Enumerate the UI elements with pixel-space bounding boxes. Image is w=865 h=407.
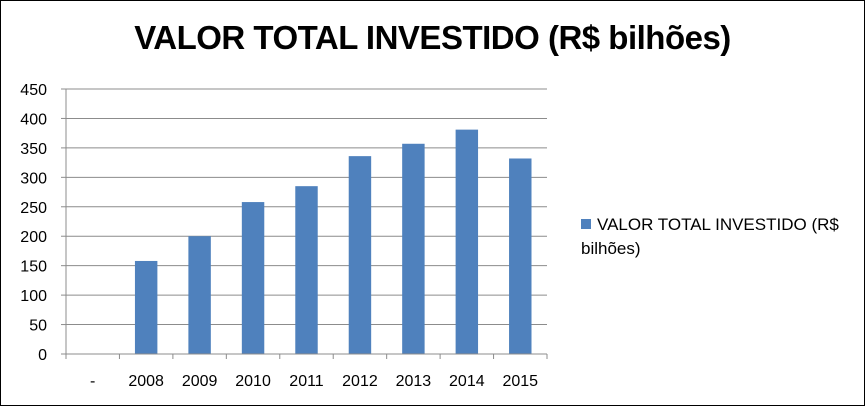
y-tick-label: 350: [20, 141, 47, 158]
x-tick-label: 2012: [342, 373, 378, 390]
bar: [348, 156, 372, 354]
legend-label: VALOR TOTAL INVESTIDO (R$ bilhões): [581, 215, 839, 258]
bars: [134, 129, 532, 354]
x-tick-label: -: [90, 373, 95, 390]
y-tick-label: 100: [20, 288, 47, 305]
x-tick-label: 2008: [128, 373, 164, 390]
bar: [241, 202, 265, 354]
x-tick-label: 2011: [289, 373, 324, 390]
axes: [65, 89, 548, 359]
legend: VALOR TOTAL INVESTIDO (R$ bilhões): [581, 213, 851, 261]
y-tick-label: 0: [38, 347, 47, 364]
bar: [455, 129, 479, 354]
chart-title: VALOR TOTAL INVESTIDO (R$ bilhões): [134, 19, 731, 56]
x-tick-label: 2009: [182, 373, 218, 390]
y-tick-label: 300: [20, 170, 47, 187]
bar: [134, 260, 158, 354]
x-tick-label: 2010: [235, 373, 271, 390]
bar: [295, 186, 318, 354]
legend-swatch: [581, 219, 591, 229]
y-tick-label: 400: [20, 111, 47, 128]
y-tick-label: 200: [20, 229, 47, 246]
x-tick-label: 2013: [396, 373, 432, 390]
y-tick-labels: 0 50 100 150 200 250 300 350 400 450: [20, 82, 47, 364]
x-tick-label: 2014: [449, 373, 485, 390]
bar: [188, 236, 211, 354]
y-tick-label: 250: [20, 200, 47, 217]
bar: [509, 158, 532, 354]
x-tick-labels: - 2008 2009 2010 2011 2012 2013 2014 2015: [90, 373, 538, 390]
x-tick-label: 2015: [502, 373, 538, 390]
bar: [402, 143, 425, 354]
y-tick-label: 150: [20, 259, 47, 276]
y-tick-label: 450: [20, 82, 47, 99]
y-tick-label: 50: [29, 318, 47, 335]
